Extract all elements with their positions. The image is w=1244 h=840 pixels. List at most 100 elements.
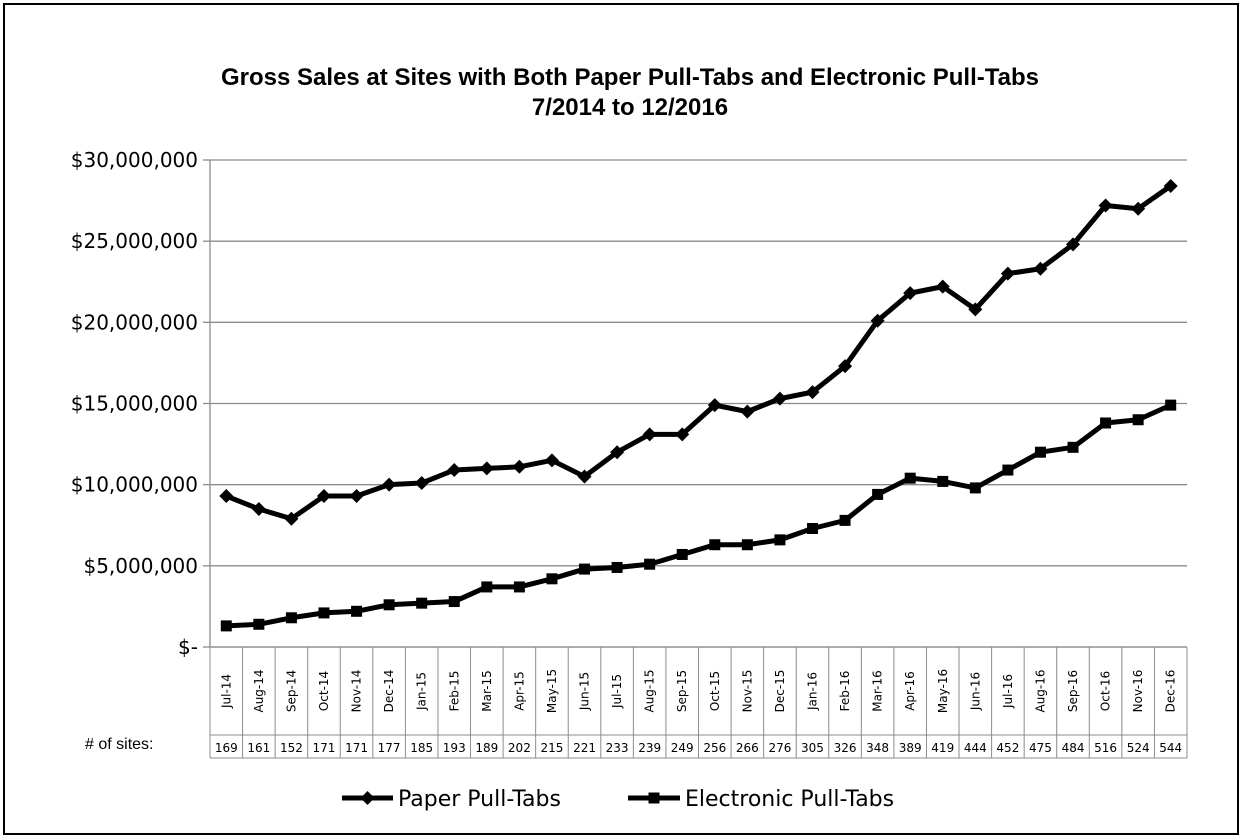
sites-count: 177 [378,741,401,755]
data-point [513,581,525,593]
sites-count: 256 [703,741,726,755]
data-point [839,514,851,526]
gridlines [203,159,1187,648]
data-point [904,472,916,484]
series-paper-pull-tabs [219,178,1178,526]
x-tick-label: Jul-14 [219,674,233,709]
sites-count: 419 [931,741,954,755]
sites-count: 161 [247,741,270,755]
sites-count: 152 [280,741,303,755]
sites-count: 266 [736,741,759,755]
x-tick-label: Sep-15 [675,670,689,712]
sites-count: 475 [1029,741,1052,755]
data-point [903,286,918,301]
data-point [806,522,818,534]
data-point [805,385,820,400]
x-tick-label: Apr-16 [903,671,917,711]
data-point [870,313,885,328]
data-point [1098,198,1113,213]
legend-label: Electronic Pull-Tabs [685,787,894,812]
data-point [935,279,950,294]
data-point [251,502,266,517]
sites-count: 305 [801,741,824,755]
data-point [447,463,462,478]
data-point [349,489,364,504]
sites-count: 444 [964,741,987,755]
data-point [741,539,753,551]
x-tick-label: Oct-15 [708,671,722,711]
chart-frame: Gross Sales at Sites with Both Paper Pul… [3,3,1239,835]
x-tick-label: Jan-15 [415,672,429,711]
sites-count: 185 [410,741,433,755]
sites-count: 169 [215,741,238,755]
data-point [740,404,755,419]
data-point [774,534,786,546]
data-point [642,427,657,442]
x-tick-label: Jun-16 [968,672,982,711]
sites-count: 239 [638,741,661,755]
data-point [414,476,429,491]
data-point [1067,441,1079,453]
data-point [610,445,625,460]
y-tick-label: $30,000,000 [71,148,198,172]
sites-count: 189 [475,741,498,755]
data-point [644,558,656,570]
data-point [579,563,591,575]
series-lines [219,178,1178,632]
x-tick-label: Nov-16 [1131,670,1145,713]
y-tick-label: $15,000,000 [71,392,198,416]
sites-count: 215 [540,741,563,755]
x-tick-label: Sep-16 [1066,670,1080,712]
data-point [707,398,722,413]
series-electronic-pull-tabs [220,399,1177,632]
sites-count: 389 [899,741,922,755]
data-point [838,359,853,374]
data-point [220,620,232,632]
y-tick-label: $25,000,000 [71,229,198,253]
data-point [1132,414,1144,426]
data-point [479,461,494,476]
sites-count: 171 [345,741,368,755]
sites-count: 193 [443,741,466,755]
sites-count: 276 [768,741,791,755]
data-point [1002,464,1014,476]
sites-count: 516 [1094,741,1117,755]
x-axis-category-table: Jul-14 169 Aug-14 161 Sep-14 152 Oct-14 171 Nov-… [209,646,1188,759]
data-point [1100,417,1112,429]
data-point [383,599,395,611]
sites-count: 524 [1127,741,1150,755]
data-point [416,597,428,609]
data-point [284,511,299,526]
data-point [872,488,884,500]
x-tick-label: Apr-15 [512,671,526,711]
x-tick-label: May-15 [545,669,559,713]
x-tick-label: Nov-15 [740,670,754,713]
data-point [1000,266,1015,281]
y-tick-label: $- [178,635,198,659]
data-point [448,596,460,608]
line-chart: Gross Sales at Sites with Both Paper Pul… [71,64,1188,812]
data-point [285,612,297,624]
data-point [968,302,983,317]
data-point [676,548,688,560]
x-tick-label: Nov-14 [350,670,364,713]
x-tick-label: Mar-15 [480,670,494,711]
sites-count: 326 [834,741,857,755]
data-point [1163,178,1178,193]
x-tick-label: Mar-16 [871,670,885,711]
x-tick-label: Jun-15 [578,672,592,711]
sites-count: 202 [508,741,531,755]
legend-marker [360,791,375,805]
x-tick-label: Dec-16 [1164,670,1178,713]
x-tick-label: Sep-14 [284,670,298,712]
sites-count: 484 [1062,741,1085,755]
data-point [351,605,363,617]
x-tick-label: Feb-15 [447,671,461,712]
data-point [316,489,331,504]
x-tick-label: Jan-16 [805,672,819,711]
sites-count: 544 [1159,741,1182,755]
data-point [512,459,527,474]
data-point [253,618,265,630]
y-tick-label: $20,000,000 [71,310,198,334]
data-point [318,607,330,619]
